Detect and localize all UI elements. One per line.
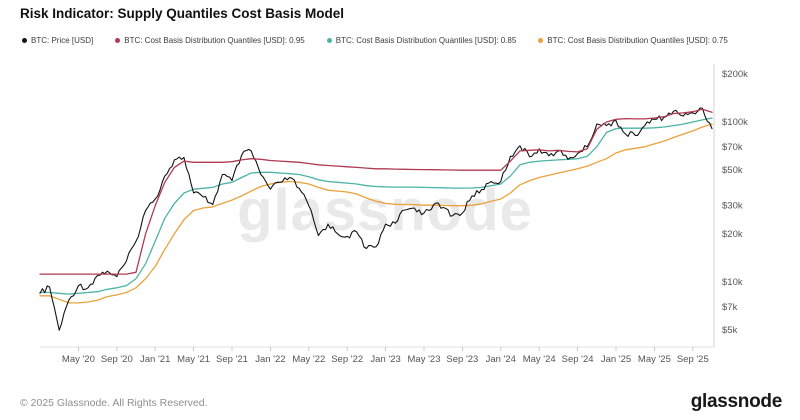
x-axis-tick-label: Sep '24: [562, 354, 594, 365]
watermark-text: glassnode: [237, 178, 533, 243]
glassnode-logo: glassnode: [690, 391, 783, 412]
legend-item-0[interactable]: BTC: Price [USD]: [22, 36, 93, 45]
x-axis-tick-label: Jan '24: [486, 354, 516, 365]
y-axis-tick-label: $70k: [722, 142, 743, 153]
legend-dot-icon: [22, 38, 27, 43]
x-axis-tick-label: Jan '23: [370, 354, 400, 365]
legend-item-1[interactable]: BTC: Cost Basis Distribution Quantiles […: [115, 36, 305, 45]
y-axis-tick-label: $7k: [722, 302, 738, 313]
y-axis-tick-label: $10k: [722, 277, 743, 288]
y-axis-tick-label: $20k: [722, 229, 743, 240]
x-axis-tick-label: May '22: [292, 354, 325, 365]
legend-label: BTC: Cost Basis Distribution Quantiles […: [124, 36, 305, 45]
x-axis-tick-label: Sep '23: [446, 354, 478, 365]
legend-dot-icon: [326, 38, 332, 43]
y-axis-tick-label: $30k: [722, 201, 743, 212]
y-axis-tick-label: $5k: [722, 325, 738, 336]
y-axis-tick-label: $50k: [722, 165, 743, 176]
y-axis-tick-label: $200k: [722, 69, 748, 80]
x-axis-tick-label: Sep '21: [216, 354, 248, 365]
x-axis-tick-label: Jan '25: [601, 354, 631, 365]
legend: BTC: Price [USD] BTC: Cost Basis Distribu…: [22, 36, 728, 45]
y-axis-tick-label: $100k: [722, 117, 748, 128]
x-axis-tick-label: May '20: [62, 354, 95, 365]
x-axis-tick-label: Jan '22: [255, 354, 285, 365]
x-axis-tick-label: May '23: [408, 354, 441, 365]
x-axis-tick-label: Sep '20: [101, 354, 133, 365]
legend-label: BTC: Cost Basis Distribution Quantiles […: [547, 36, 728, 45]
series-line-q85: [39, 117, 713, 295]
series-line-q95: [39, 108, 713, 275]
x-axis-tick-label: Sep '25: [677, 354, 709, 365]
series-line-q75: [39, 123, 713, 304]
copyright-text: © 2025 Glassnode. All Rights Reserved.: [20, 397, 208, 409]
x-axis-tick-label: May '24: [523, 354, 556, 365]
legend-item-3[interactable]: BTC: Cost Basis Distribution Quantiles […: [538, 36, 728, 45]
legend-dot-icon: [538, 38, 544, 43]
legend-item-2[interactable]: BTC: Cost Basis Distribution Quantiles […: [326, 36, 517, 45]
x-axis-tick-label: May '21: [177, 354, 210, 365]
x-axis-tick-label: Sep '22: [331, 354, 363, 365]
legend-label: BTC: Price [USD]: [31, 36, 94, 45]
x-axis-tick-label: Jan '21: [140, 354, 170, 365]
page-title: Risk Indicator: Supply Quantiles Cost Ba…: [20, 6, 345, 21]
series-line-price: [39, 107, 713, 331]
legend-label: BTC: Cost Basis Distribution Quantiles […: [335, 36, 517, 45]
legend-dot-icon: [115, 38, 121, 43]
x-axis-tick-label: May '25: [638, 354, 671, 365]
